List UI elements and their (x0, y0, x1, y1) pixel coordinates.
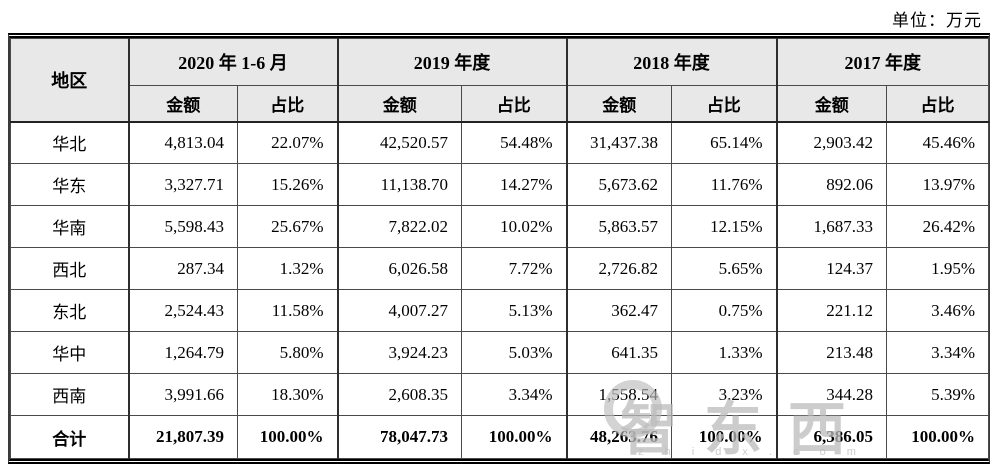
cell-proportion: 5.13% (461, 289, 567, 332)
cell-proportion: 65.14% (671, 121, 777, 164)
cell-proportion: 3.23% (671, 373, 777, 416)
header-row-periods: 地区 2020 年 1-6 月 2019 年度 2018 年度 2017 年度 (10, 38, 989, 123)
cell-amount: 287.34 (127, 247, 238, 290)
cell-amount: 1,687.33 (775, 205, 887, 248)
table-row: 华南 5,598.43 25.67% 7,822.02 10.02% 5,863… (10, 205, 989, 248)
cell-amount: 4,813.04 (127, 121, 238, 164)
cell-amount: 31,437.38 (565, 121, 672, 164)
cell-amount: 6,386.05 (775, 415, 887, 459)
col-header-amount: 金额 (336, 85, 462, 123)
cell-proportion: 100.00% (237, 415, 338, 459)
cell-proportion: 100.00% (461, 415, 567, 459)
region-label: 华北 (10, 121, 129, 164)
col-header-proportion: 占比 (237, 85, 338, 123)
cell-amount: 2,608.35 (336, 373, 462, 416)
cell-amount: 3,991.66 (127, 373, 238, 416)
col-header-proportion: 占比 (461, 85, 567, 123)
cell-amount: 641.35 (565, 331, 672, 374)
table-row: 西南 3,991.66 18.30% 2,608.35 3.34% 1,558.… (10, 373, 989, 416)
cell-amount: 6,026.58 (336, 247, 462, 290)
cell-proportion: 3.34% (886, 331, 989, 374)
cell-amount: 4,007.27 (336, 289, 462, 332)
cell-proportion: 22.07% (237, 121, 338, 164)
cell-proportion: 1.32% (237, 247, 338, 290)
cell-proportion: 25.67% (237, 205, 338, 248)
cell-amount: 2,726.82 (565, 247, 672, 290)
cell-amount: 11,138.70 (336, 163, 462, 206)
cell-proportion: 7.72% (461, 247, 567, 290)
table-row: 西北 287.34 1.32% 6,026.58 7.72% 2,726.82 … (10, 247, 989, 290)
cell-amount: 7,822.02 (336, 205, 462, 248)
table-row: 华东 3,327.71 15.26% 11,138.70 14.27% 5,67… (10, 163, 989, 206)
col-header-period-2019: 2019 年度 (336, 38, 567, 86)
col-header-period-2017: 2017 年度 (775, 38, 989, 86)
col-header-period-2020: 2020 年 1-6 月 (127, 38, 338, 86)
table-row: 东北 2,524.43 11.58% 4,007.27 5.13% 362.47… (10, 289, 989, 332)
header-row-subcolumns: 金额 占比 金额 占比 金额 占比 金额 占比 (11, 85, 989, 123)
table-row: 华中 1,264.79 5.80% 3,924.23 5.03% 641.35 … (10, 331, 989, 374)
cell-amount: 1,558.54 (565, 373, 672, 416)
total-label: 合计 (10, 415, 129, 459)
cell-proportion: 5.03% (461, 331, 567, 374)
cell-proportion: 1.95% (886, 247, 989, 290)
cell-proportion: 0.75% (671, 289, 777, 332)
cell-proportion: 100.00% (671, 415, 777, 459)
region-label: 西北 (10, 247, 129, 290)
cell-proportion: 18.30% (237, 373, 338, 416)
cell-proportion: 15.26% (237, 163, 338, 206)
col-header-region: 地区 (10, 38, 129, 123)
cell-proportion: 45.46% (886, 121, 989, 164)
cell-proportion: 3.46% (886, 289, 989, 332)
cell-proportion: 11.58% (237, 289, 338, 332)
cell-amount: 5,673.62 (565, 163, 672, 206)
cell-proportion: 14.27% (461, 163, 567, 206)
table-row: 华北 4,813.04 22.07% 42,520.57 54.48% 31,4… (10, 121, 989, 164)
data-table: 地区 2020 年 1-6 月 2019 年度 2018 年度 2017 年度 … (10, 38, 989, 459)
cell-amount: 78,047.73 (336, 415, 462, 459)
cell-amount: 21,807.39 (127, 415, 238, 459)
cell-amount: 124.37 (775, 247, 887, 290)
cell-amount: 362.47 (565, 289, 672, 332)
cell-amount: 1,264.79 (127, 331, 238, 374)
cell-amount: 5,598.43 (127, 205, 238, 248)
region-label: 西南 (10, 373, 129, 416)
cell-amount: 5,863.57 (565, 205, 672, 248)
cell-proportion: 1.33% (671, 331, 777, 374)
cell-amount: 3,327.71 (127, 163, 238, 206)
cell-amount: 42,520.57 (336, 121, 462, 164)
cell-proportion: 26.42% (886, 205, 989, 248)
region-label: 东北 (10, 289, 129, 332)
cell-proportion: 11.76% (671, 163, 777, 206)
cell-amount: 3,924.23 (336, 331, 462, 374)
cell-amount: 48,263.76 (565, 415, 672, 459)
cell-proportion: 13.97% (886, 163, 989, 206)
col-header-proportion: 占比 (671, 85, 777, 123)
col-header-amount: 金额 (127, 85, 238, 123)
regional-revenue-table: 地区 2020 年 1-6 月 2019 年度 2018 年度 2017 年度 … (8, 33, 990, 464)
cell-proportion: 12.15% (671, 205, 777, 248)
cell-proportion: 100.00% (886, 415, 989, 459)
unit-label: 单位：万元 (892, 11, 982, 30)
total-row: 合计 21,807.39 100.00% 78,047.73 100.00% 4… (10, 415, 989, 459)
cell-amount: 2,903.42 (775, 121, 887, 164)
cell-proportion: 3.34% (461, 373, 567, 416)
col-header-proportion: 占比 (886, 85, 989, 123)
cell-amount: 344.28 (775, 373, 887, 416)
region-label: 华中 (10, 331, 129, 374)
col-header-amount: 金额 (775, 85, 887, 123)
col-header-amount: 金额 (565, 85, 672, 123)
cell-proportion: 10.02% (461, 205, 567, 248)
cell-amount: 2,524.43 (127, 289, 238, 332)
col-header-period-2018: 2018 年度 (565, 38, 777, 86)
cell-proportion: 5.80% (237, 331, 338, 374)
region-label: 华南 (10, 205, 129, 248)
cell-amount: 213.48 (775, 331, 887, 374)
cell-proportion: 54.48% (461, 121, 567, 164)
region-label: 华东 (10, 163, 129, 206)
cell-amount: 221.12 (775, 289, 887, 332)
cell-amount: 892.06 (775, 163, 887, 206)
cell-proportion: 5.65% (671, 247, 777, 290)
cell-proportion: 5.39% (886, 373, 989, 416)
